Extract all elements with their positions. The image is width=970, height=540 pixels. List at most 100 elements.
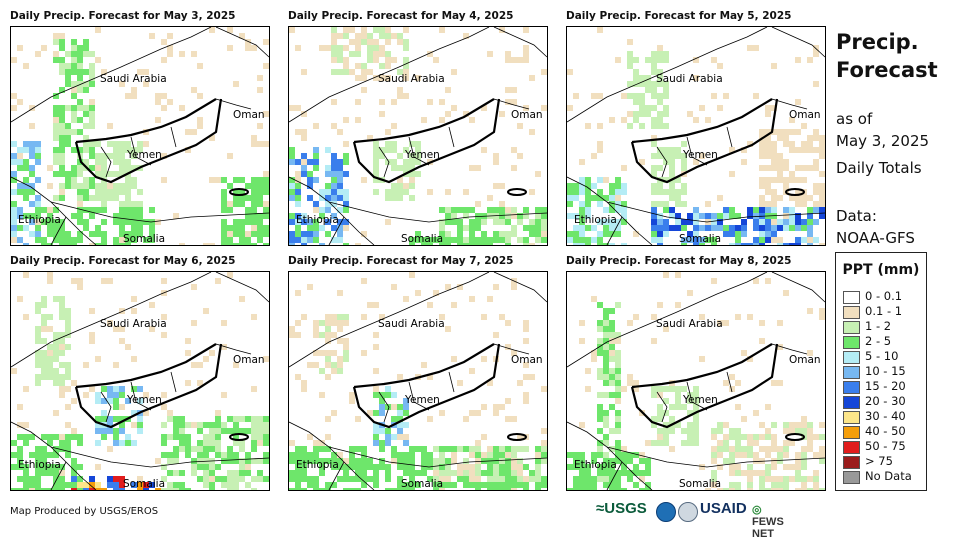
precip-cell bbox=[289, 237, 295, 243]
precip-cell bbox=[669, 165, 675, 171]
precip-cell bbox=[771, 177, 777, 183]
yemen-border bbox=[100, 371, 177, 423]
precip-cell bbox=[711, 57, 717, 63]
precip-cell bbox=[167, 410, 173, 416]
precip-cell bbox=[663, 189, 669, 195]
precip-cell bbox=[263, 207, 269, 213]
precip-cell bbox=[331, 177, 337, 183]
precip-cell bbox=[663, 398, 669, 404]
precip-cell bbox=[567, 189, 573, 195]
precip-cell bbox=[469, 207, 475, 213]
precip-cell bbox=[313, 237, 319, 243]
precip-cell bbox=[603, 326, 609, 332]
precip-cell bbox=[657, 69, 663, 75]
precip-cell bbox=[203, 243, 209, 245]
precip-cell bbox=[337, 57, 343, 63]
precip-cell bbox=[331, 350, 337, 356]
precip-cell bbox=[355, 446, 361, 452]
precip-cell bbox=[687, 398, 693, 404]
precip-cell bbox=[71, 243, 77, 245]
precip-cell bbox=[657, 231, 663, 237]
precip-cell bbox=[65, 422, 71, 428]
precip-cell bbox=[385, 470, 391, 476]
precip-cell bbox=[307, 177, 313, 183]
precip-cell bbox=[295, 45, 301, 51]
precip-cell bbox=[47, 464, 53, 470]
precip-cell bbox=[331, 237, 337, 243]
precip-cell bbox=[723, 231, 729, 237]
precip-cell bbox=[113, 159, 119, 165]
precip-cell bbox=[367, 33, 373, 39]
precip-cell bbox=[325, 374, 331, 380]
precip-cell bbox=[415, 159, 421, 165]
precip-cell bbox=[337, 320, 343, 326]
precip-cell bbox=[125, 243, 131, 245]
legend-swatch bbox=[843, 411, 860, 424]
precip-cell bbox=[337, 225, 343, 231]
precip-cell bbox=[89, 231, 95, 237]
precip-cell bbox=[301, 69, 307, 75]
precip-cell bbox=[579, 458, 585, 464]
country-border bbox=[606, 446, 825, 468]
precip-cell bbox=[343, 141, 349, 147]
precip-cell bbox=[113, 189, 119, 195]
precip-cell bbox=[511, 165, 517, 171]
legend-swatch bbox=[843, 471, 860, 484]
precip-cell bbox=[609, 183, 615, 189]
precip-cell bbox=[759, 195, 765, 201]
precip-cell bbox=[89, 99, 95, 105]
precip-cell bbox=[295, 177, 301, 183]
precip-cell bbox=[379, 410, 385, 416]
precip-cell bbox=[819, 446, 825, 452]
precip-cell bbox=[535, 464, 541, 470]
precip-cell bbox=[215, 476, 221, 482]
precip-cell bbox=[597, 141, 603, 147]
precip-cell bbox=[421, 470, 427, 476]
precip-cell bbox=[47, 374, 53, 380]
precip-cell bbox=[735, 446, 741, 452]
precip-cell bbox=[95, 422, 101, 428]
precip-cell bbox=[457, 231, 463, 237]
legend-swatch bbox=[843, 351, 860, 364]
side-title-line1: Precip. bbox=[836, 30, 919, 54]
precip-cell bbox=[711, 482, 717, 488]
precip-cell bbox=[735, 470, 741, 476]
precip-cell bbox=[203, 482, 209, 488]
precip-cell bbox=[433, 476, 439, 482]
precip-cell bbox=[621, 219, 627, 225]
precip-cell bbox=[795, 428, 801, 434]
precip-cell bbox=[747, 440, 753, 446]
panel-title: Daily Precip. Forecast for May 6, 2025 bbox=[10, 255, 236, 267]
precip-cell bbox=[263, 171, 269, 177]
precip-cell bbox=[337, 464, 343, 470]
precip-cell bbox=[445, 213, 451, 219]
precip-cell bbox=[41, 237, 47, 243]
precip-cell bbox=[257, 476, 263, 482]
precip-cell bbox=[77, 482, 83, 488]
precip-cell bbox=[379, 33, 385, 39]
precip-cell bbox=[573, 488, 579, 490]
precip-cell bbox=[257, 434, 263, 440]
precip-cell bbox=[337, 362, 343, 368]
precip-cell bbox=[53, 356, 59, 362]
precip-cell bbox=[813, 51, 819, 57]
precip-cell bbox=[185, 147, 191, 153]
precip-cell bbox=[245, 45, 251, 51]
precip-cell bbox=[639, 470, 645, 476]
precip-cell bbox=[475, 201, 481, 207]
precip-cell bbox=[439, 470, 445, 476]
precip-cell bbox=[107, 183, 113, 189]
precip-cell bbox=[585, 386, 591, 392]
precip-cell bbox=[427, 374, 433, 380]
precip-cell bbox=[765, 201, 771, 207]
legend-swatch bbox=[843, 426, 860, 439]
precip-cell bbox=[687, 422, 693, 428]
precip-cell bbox=[511, 476, 517, 482]
precip-cell bbox=[119, 488, 125, 490]
precip-cell bbox=[325, 320, 331, 326]
precip-cell bbox=[71, 147, 77, 153]
precip-cell bbox=[813, 482, 819, 488]
precip-cell bbox=[343, 470, 349, 476]
precip-cell bbox=[675, 189, 681, 195]
